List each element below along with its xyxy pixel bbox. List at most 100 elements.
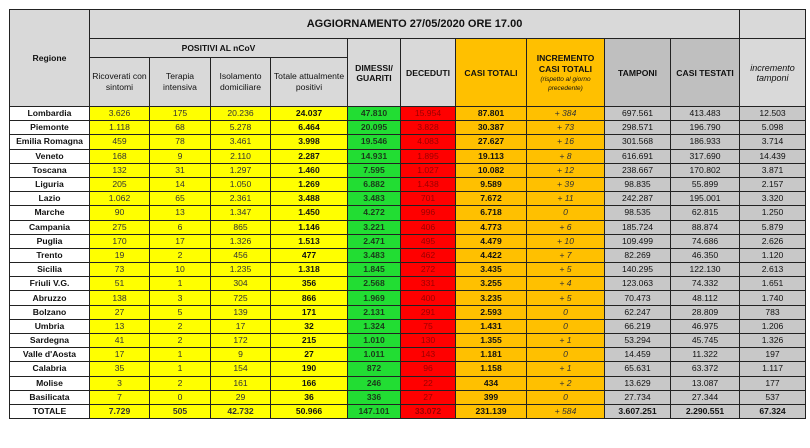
ricoverati-cell: 170 [89,233,150,249]
ricoverati-cell: 1.062 [89,191,150,207]
terapia-cell: 6 [149,219,211,235]
region-name: Lombardia [9,105,90,122]
totale-positivi-cell: 1.513 [270,233,348,249]
ricoverati-cell: 3.626 [89,105,150,122]
isolamento-cell: 865 [210,219,271,235]
totale-positivi-cell: 1.269 [270,176,348,193]
incremento-cell: + 73 [526,120,605,136]
isolamento-cell: 172 [210,332,271,349]
dimessi-cell: 14.931 [347,148,401,164]
incremento-cell: + 6 [526,219,605,235]
ricoverati-cell: 205 [89,176,150,193]
table-row: Toscana 132 31 1.297 1.460 7.595 1.027 10.082 + … [9,162,807,178]
casi-totali-cell: 3.435 [455,262,527,278]
table-row: Emilia Romagna 459 78 3.461 3.998 19.546 4.083… [9,134,807,150]
casi-testati-cell: 62.815 [669,205,741,221]
totale-positivi-cell: 356 [270,276,348,292]
casi-testati-cell: 46.350 [669,247,741,264]
isolamento-cell: 161 [210,375,271,391]
incremento-cell: + 12 [526,162,605,178]
deceduti-cell: 143 [400,347,456,363]
table-row: Puglia 170 17 1.326 1.513 2.471 495 4.479 + 10 10… [9,233,807,249]
incremento-tamponi-cell: 1.117 [739,361,807,377]
deceduti-cell: 331 [400,276,456,292]
casi-totali-cell: 30.387 [455,120,527,136]
terapia-cell: 1 [149,276,211,292]
totale-positivi-cell: 3.998 [270,134,348,150]
header-regione: Regione [9,9,90,107]
incremento-tamponi-cell: 12.503 [739,105,807,122]
table-row: Calabria 35 1 154 190 872 96 1.158 + 1 65.631 63.3… [9,361,807,377]
ricoverati-cell: 1.118 [89,120,150,136]
casi-totali-cell: 3.255 [455,276,527,292]
incremento-tamponi-cell: 2.613 [739,262,807,278]
header-incremento: INCREMENTO CASI TOTALI (rispetto al giorn… [526,38,605,107]
header-positivi: POSITIVI AL nCoV [89,38,348,58]
update-title: AGGIORNAMENTO 27/05/2020 ORE 17.00 [88,9,741,39]
terapia-cell: 1 [149,361,211,377]
totale-positivi-cell: 866 [270,290,348,306]
casi-totali-cell: 399 [455,389,527,405]
region-name: Marche [9,205,90,221]
deceduti-cell: 462 [400,247,456,264]
header-incremento-tamponi: incremento tamponi [739,38,807,107]
tamponi-cell: 53.294 [604,332,671,349]
casi-totali-cell: 7.672 [455,191,527,207]
incremento-tamponi-cell: 3.871 [739,162,807,178]
tamponi-cell: 98.535 [604,205,671,221]
ricoverati-cell: 35 [89,361,150,377]
deceduti-cell: 27 [400,389,456,405]
ricoverati-cell: 132 [89,162,150,178]
incremento-cell: 0 [526,318,605,335]
dimessi-cell: 2.568 [347,276,401,292]
terapia-cell: 9 [149,148,211,164]
incremento-cell: + 2 [526,375,605,391]
terapia-cell: 3 [149,290,211,306]
region-name: Piemonte [9,120,90,136]
terapia-cell: 0 [149,389,211,405]
header-blank [739,9,807,39]
incremento-cell: + 1 [526,332,605,349]
incremento-cell: + 5 [526,290,605,306]
table-row: Basilicata 7 0 29 36 336 27 399 0 27.734 27.344 537 [9,389,807,405]
header-deceduti: DECEDUTI [400,38,456,107]
incremento-cell: + 7 [526,247,605,264]
dimessi-cell: 2.131 [347,304,401,320]
ricoverati-cell: 168 [89,148,150,164]
deceduti-cell: 22 [400,375,456,391]
ricoverati-cell: 3 [89,375,150,391]
incremento-tamponi-cell: 1.326 [739,332,807,349]
incremento-tamponi-cell: 537 [739,389,807,405]
deceduti-cell: 400 [400,290,456,306]
dimessi-cell: 7.595 [347,162,401,178]
isolamento-cell: 3.461 [210,134,271,150]
casi-totali-cell: 1.181 [455,347,527,363]
incremento-cell: 0 [526,304,605,320]
casi-testati-cell: 74.332 [669,276,741,292]
incremento-tamponi-cell: 1.206 [739,318,807,335]
totale-positivi-cell: 1.146 [270,219,348,235]
table-row: Liguria 205 14 1.050 1.269 6.882 1.438 9.589 + 3… [9,176,807,193]
isolamento-cell: 456 [210,247,271,264]
tamponi-cell: 27.734 [604,389,671,405]
incremento-tamponi-cell: 2.626 [739,233,807,249]
tamponi-cell: 109.499 [604,233,671,249]
table-row: Abruzzo 138 3 725 866 1.969 400 3.235 + 5 70.473 4… [9,290,807,306]
ricoverati-cell: 51 [89,276,150,292]
tamponi-cell: 13.629 [604,375,671,391]
terapia-cell: 10 [149,262,211,278]
incremento-cell: 0 [526,389,605,405]
casi-testati-cell: 27.344 [669,389,741,405]
casi-totali-cell: 1.431 [455,318,527,335]
header-isolamento: Isolamento domiciliare [210,57,271,107]
incremento-tamponi-cell: 3.714 [739,134,807,150]
region-name: Umbria [9,318,90,335]
terapia-cell: 65 [149,191,211,207]
terapia-cell: 2 [149,247,211,264]
casi-totali-cell: 6.718 [455,205,527,221]
table-row: Lombardia 3.626 175 20.236 24.037 47.810 15.95… [9,105,807,122]
tamponi-cell: 65.631 [604,361,671,377]
isolamento-cell: 1.347 [210,205,271,221]
deceduti-cell: 33.072 [400,403,456,420]
casi-totali-cell: 1.158 [455,361,527,377]
